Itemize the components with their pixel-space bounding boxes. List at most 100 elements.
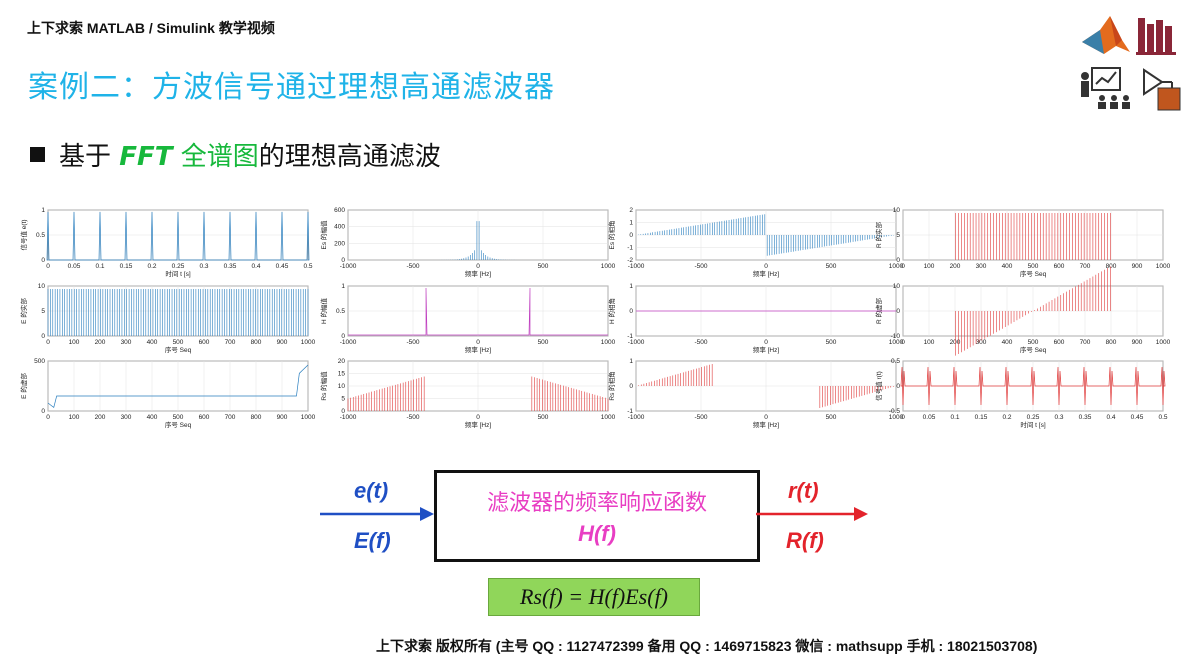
yaxis-label: R 的虚部 (874, 298, 883, 325)
xtick-label: 1000 (601, 263, 616, 270)
xtick-label: 1000 (601, 414, 616, 421)
ytick-label: -0.5 (889, 408, 901, 415)
xtick-label: 1000 (301, 414, 316, 421)
yaxis-label: 信号值 r(t) (874, 371, 883, 401)
xtick-label: 600 (199, 414, 210, 421)
plot-series (46, 211, 310, 261)
footer-copyright: 上下求索 版权所有 (主号 QQ : 1127472399 备用 QQ : 14… (376, 638, 1038, 654)
xtick-label: 400 (147, 339, 158, 346)
xtick-label: 600 (199, 339, 210, 346)
plot-p24: 0 100 200 300 400 500 600 700 800 900 1000-10010序号… (874, 266, 1171, 356)
ytick-label: 0 (629, 308, 633, 315)
xtick-label: 0 (901, 263, 905, 270)
yaxis-label: E 的虚部 (19, 373, 28, 399)
plot-series (47, 364, 309, 409)
xtick-label: 0.45 (1131, 414, 1144, 421)
xtick-label: 0.1 (950, 414, 959, 421)
plot-p34: 0 0.05 0.1 0.15 0.2 0.25 0.3 0.35 0.4 0.45 0.5 -0.5… (874, 358, 1168, 429)
xtick-label: 300 (121, 339, 132, 346)
library-books-icon (1136, 18, 1176, 55)
xtick-label: 0.4 (1106, 414, 1115, 421)
ytick-label: -1 (627, 408, 633, 415)
xtick-label: -500 (694, 414, 707, 421)
output-time-label: r(t) (788, 478, 819, 503)
xtick-label: 1000 (601, 339, 616, 346)
xtick-label: 0 (46, 263, 50, 270)
xtick-label: 0.35 (1079, 414, 1092, 421)
xaxis-label: 频率 [Hz] (465, 345, 492, 354)
xtick-label: 300 (976, 263, 987, 270)
xtick-label: -1000 (340, 339, 357, 346)
xtick-label: 900 (277, 339, 288, 346)
xtick-label: 0.5 (1158, 414, 1167, 421)
xtick-label: 900 (1132, 339, 1143, 346)
ytick-label: 10 (893, 283, 901, 290)
xtick-label: 700 (1080, 339, 1091, 346)
xtick-label: 1000 (301, 339, 316, 346)
xtick-label: -500 (694, 263, 707, 270)
xaxis-label: 频率 [Hz] (753, 269, 780, 278)
xtick-label: 200 (950, 263, 961, 270)
simulink-block-icon (1143, 68, 1181, 111)
ytick-label: 0 (896, 308, 900, 315)
xaxis-label: 序号 Seq (1020, 345, 1047, 354)
xaxis-label: 序号 Seq (165, 345, 192, 354)
xtick-label: 1000 (1156, 263, 1171, 270)
xtick-label: 400 (1002, 263, 1013, 270)
ytick-label: 0 (41, 257, 45, 264)
xtick-label: 500 (1028, 339, 1039, 346)
xtick-label: -500 (406, 339, 419, 346)
yaxis-label: Rs 的相角 (607, 371, 616, 400)
xaxis-label: 频率 [Hz] (465, 420, 492, 429)
plot-series (900, 366, 1166, 406)
plot-p33: -1000 -500 0 500 1000 -1 0 1 频率 [Hz] Rs 的相角 (607, 358, 904, 429)
xtick-label: 0.2 (1002, 414, 1011, 421)
xtick-label: 400 (147, 414, 158, 421)
xaxis-label: 频率 [Hz] (465, 269, 492, 278)
yaxis-label: Es 的相角 (607, 221, 616, 250)
ytick-label: 600 (334, 207, 345, 214)
xtick-label: 200 (95, 414, 106, 421)
xaxis-label: 时间 t [s] (1020, 420, 1045, 429)
yaxis-label: H 的幅值 (319, 298, 328, 325)
xtick-label: 300 (976, 339, 987, 346)
ytick-label: 200 (334, 240, 345, 247)
xtick-label: -500 (406, 414, 419, 421)
xtick-label: 0.4 (251, 263, 260, 270)
xtick-label: -500 (406, 263, 419, 270)
filter-h-label: H(f) (578, 521, 616, 546)
ytick-label: -10 (891, 333, 901, 340)
ytick-label: 0.5 (36, 232, 45, 239)
xtick-label: 700 (1080, 263, 1091, 270)
xtick-label: 0.05 (68, 263, 81, 270)
bullet-prefix: 基于 (59, 142, 120, 172)
xtick-label: 0 (764, 263, 768, 270)
xtick-label: 800 (251, 414, 262, 421)
output-freq-label: R(f) (786, 528, 824, 553)
ytick-label: -2 (627, 257, 633, 264)
xaxis-label: 序号 Seq (165, 420, 192, 429)
ytick-label: 5 (41, 308, 45, 315)
bullet-keyword-spectrum: 全谱图 (172, 142, 259, 172)
ytick-label: 0 (629, 232, 633, 239)
filter-box: 滤波器的频率响应函数 H(f) (434, 470, 760, 562)
xtick-label: 800 (1106, 263, 1117, 270)
ytick-label: 10 (38, 283, 46, 290)
output-arrow-icon (756, 507, 868, 521)
bullet-line: 基于 FFT 全谱图的理想高通滤波 (30, 136, 441, 173)
ytick-label: 1 (629, 220, 633, 227)
xtick-label: -1000 (340, 414, 357, 421)
xtick-label: 0.3 (1054, 414, 1063, 421)
xtick-label: 0 (476, 414, 480, 421)
xtick-label: 100 (924, 263, 935, 270)
xtick-label: -1000 (340, 263, 357, 270)
xtick-label: -1000 (628, 414, 645, 421)
ytick-label: 0 (896, 257, 900, 264)
xtick-label: 300 (121, 414, 132, 421)
ytick-label: 0 (41, 333, 45, 340)
formula-box: Rs(f) = H(f)Es(f) (488, 578, 700, 616)
xtick-label: 200 (950, 339, 961, 346)
ytick-label: 20 (338, 358, 346, 365)
xtick-label: 0 (46, 339, 50, 346)
